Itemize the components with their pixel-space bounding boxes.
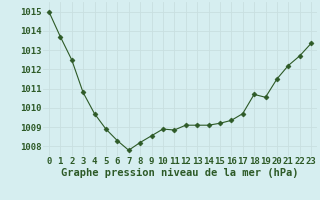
X-axis label: Graphe pression niveau de la mer (hPa): Graphe pression niveau de la mer (hPa) (61, 168, 299, 178)
